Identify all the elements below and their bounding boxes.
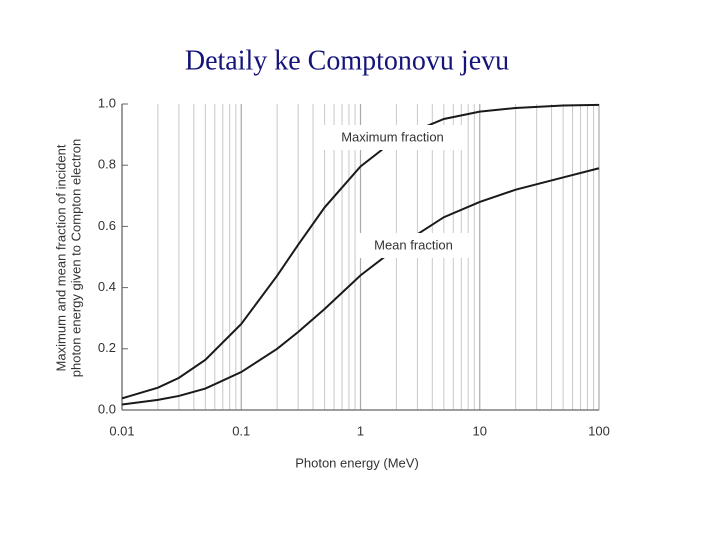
y-tick-label: 0.0 — [98, 401, 116, 416]
y-tick-label: 0.2 — [98, 340, 116, 355]
line-series — [121, 167, 600, 406]
y-tick-label: 0.4 — [98, 279, 116, 294]
slide-title: Detaily ke Comptonovu jevu — [185, 45, 509, 76]
y-tick-label: 0.8 — [98, 157, 116, 172]
y-axis-label: Maximum and mean fraction of incident — [53, 144, 68, 371]
x-axis-label: Photon energy (MeV) — [295, 455, 419, 470]
x-tick-label: 1 — [357, 423, 364, 438]
line-series — [121, 103, 600, 400]
y-axis-label: photon energy given to Compton electron — [68, 139, 83, 378]
annotation: Mean fraction — [374, 237, 453, 252]
x-tick-label: 0.01 — [109, 423, 134, 438]
x-tick-label: 10 — [473, 423, 487, 438]
y-tick-label: 1.0 — [98, 95, 116, 110]
annotation-box — [320, 125, 465, 150]
y-axis-label-group: Maximum and mean fraction of incident ph… — [53, 139, 83, 378]
x-tick-label: 0.1 — [232, 423, 250, 438]
annotation-box — [357, 233, 470, 258]
annotation: Maximum fraction — [341, 129, 444, 144]
y-tick-label: 0.6 — [98, 218, 116, 233]
x-tick-label: 100 — [588, 423, 610, 438]
